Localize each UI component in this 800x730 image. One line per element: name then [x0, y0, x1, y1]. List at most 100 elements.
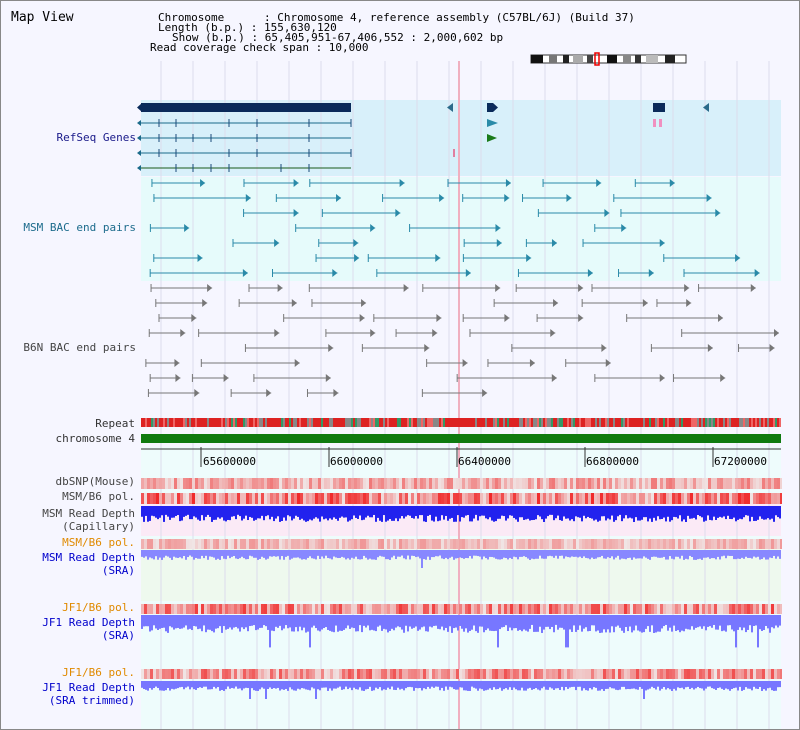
msm-bac-pair-arrow [505, 179, 511, 187]
coverage-span-info: Read coverage check span : 10,000 [150, 41, 369, 54]
polymorphism-cell [600, 493, 603, 504]
repeat-element [711, 418, 713, 427]
read-depth-bar [549, 506, 551, 515]
polymorphism-cell [360, 669, 363, 679]
read-depth-bar [167, 615, 169, 633]
read-depth-bar [439, 681, 441, 691]
polymorphism-cell [540, 493, 543, 504]
read-depth-bar [391, 550, 393, 558]
polymorphism-cell [489, 539, 492, 549]
repeat-element [219, 418, 221, 427]
polymorphism-cell [621, 604, 624, 614]
repeat-element [271, 418, 273, 427]
read-depth-bar [513, 615, 515, 629]
repeat-element [409, 418, 411, 427]
polymorphism-cell [273, 478, 276, 489]
polymorphism-cell [606, 669, 609, 679]
polymorphism-cell [639, 669, 642, 679]
msm-bac-pair-arrow [200, 179, 206, 187]
polymorphism-cell [528, 604, 531, 614]
polymorphism-cell [510, 604, 513, 614]
read-depth-bar [617, 615, 619, 626]
b6n-bac-pair-arrow [686, 299, 692, 307]
length-info: Length (b.p.) : 155,630,120 [158, 21, 337, 34]
read-depth-bar [567, 550, 569, 558]
polymorphism-cell [567, 604, 570, 614]
polymorphism-cell [348, 669, 351, 679]
polymorphism-cell [210, 669, 213, 679]
polymorphism-cell [147, 604, 150, 614]
polymorphism-cell [738, 493, 741, 504]
read-depth-bar [435, 550, 437, 557]
read-depth-bar [321, 681, 323, 688]
read-depth-bar [267, 615, 269, 630]
read-depth-bar [437, 681, 439, 687]
polymorphism-cell [723, 539, 726, 549]
polymorphism-cell [195, 604, 198, 614]
read-depth-bar [617, 550, 619, 556]
repeat-element [247, 418, 249, 427]
repeat-element [729, 418, 731, 427]
read-depth-bar [513, 506, 515, 518]
polymorphism-cell [525, 669, 528, 679]
polymorphism-cell [189, 539, 192, 549]
repeat-element [269, 418, 271, 427]
polymorphism-cell [663, 478, 666, 489]
polymorphism-cell [534, 604, 537, 614]
read-depth-bar [163, 506, 165, 522]
repeat-element [543, 418, 545, 427]
read-depth-bar [521, 681, 523, 688]
read-depth-bar [695, 681, 697, 689]
polymorphism-cell [561, 669, 564, 679]
polymorphism-cell [510, 539, 513, 549]
read-depth-bar [521, 550, 523, 557]
read-depth-bar [383, 615, 385, 629]
read-depth-bar [757, 615, 759, 648]
b6n-bac-pair-arrow [529, 359, 535, 367]
polymorphism-cell [327, 669, 330, 679]
polymorphism-cell [441, 493, 444, 504]
polymorphism-cell [369, 604, 372, 614]
read-depth-bar [739, 550, 741, 559]
polymorphism-cell [225, 604, 228, 614]
read-depth-bar [467, 550, 469, 559]
read-depth-bar [773, 681, 775, 691]
b6n-bac-pair-arrow [294, 359, 300, 367]
read-depth-bar [539, 681, 541, 691]
read-depth-bar [425, 615, 427, 632]
read-depth-bar [271, 681, 273, 689]
polymorphism-cell [222, 478, 225, 489]
polymorphism-cell [477, 478, 480, 489]
read-depth-bar [373, 615, 375, 631]
read-depth-bar [239, 550, 241, 559]
polymorphism-cell [672, 478, 675, 489]
polymorphism-cell [363, 669, 366, 679]
polymorphism-cell [432, 669, 435, 679]
polymorphism-cell [597, 669, 600, 679]
read-depth-bar [427, 681, 429, 687]
polymorphism-cell [444, 669, 447, 679]
polymorphism-cell [312, 493, 315, 504]
polymorphism-cell [381, 669, 384, 679]
polymorphism-cell [591, 493, 594, 504]
polymorphism-cell [180, 478, 183, 489]
read-depth-bar [499, 506, 501, 519]
polymorphism-cell [615, 669, 618, 679]
polymorphism-cell [345, 669, 348, 679]
read-depth-bar [723, 550, 725, 556]
polymorphism-cell [294, 604, 297, 614]
repeat-element [455, 418, 457, 427]
read-depth-bar [269, 681, 271, 688]
polymorphism-cell [432, 478, 435, 489]
read-depth-bar [169, 615, 171, 627]
read-depth-bar [601, 506, 603, 517]
read-depth-bar [389, 550, 391, 560]
polymorphism-cell [519, 669, 522, 679]
polymorphism-cell [705, 493, 708, 504]
polymorphism-cell [309, 669, 312, 679]
read-depth-bar [465, 681, 467, 691]
polymorphism-cell [171, 604, 174, 614]
refseq-gene-arrow [137, 120, 141, 126]
repeat-element [587, 418, 589, 427]
